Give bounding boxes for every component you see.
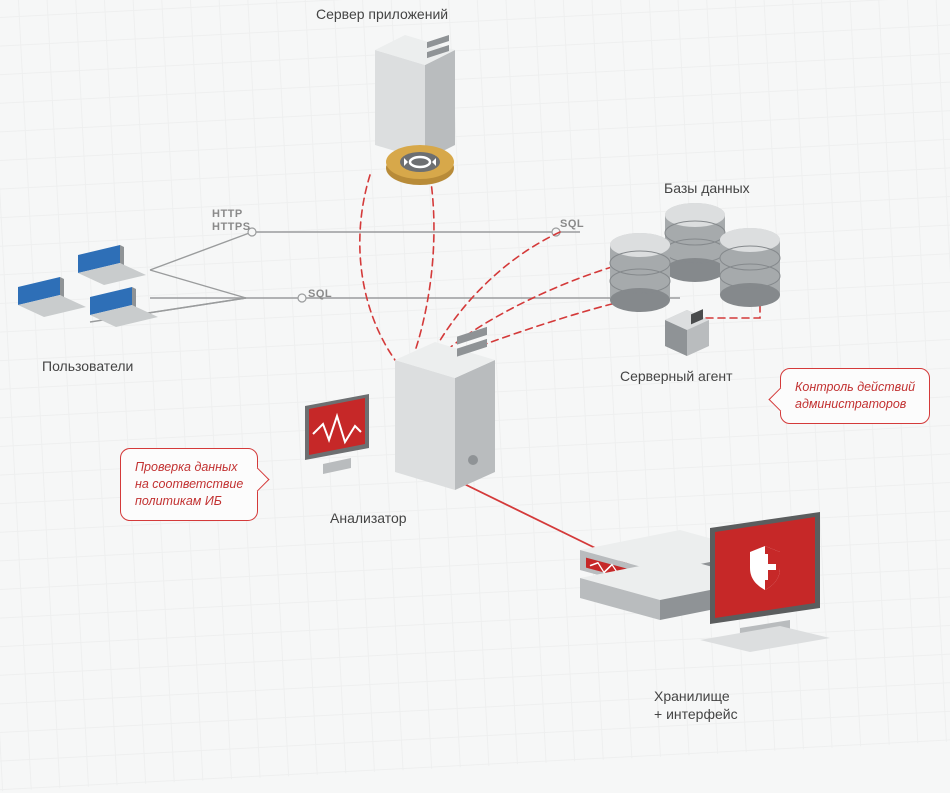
label-storage-1: Хранилище xyxy=(654,688,730,704)
app-server-icon xyxy=(375,35,455,185)
label-app-server: Сервер приложений xyxy=(316,6,448,22)
users-laptops-icon xyxy=(18,245,158,327)
label-users: Пользователи xyxy=(42,358,133,374)
analyzer-icon xyxy=(305,327,495,490)
nodes-layer xyxy=(0,0,950,730)
callout-admin-control: Контроль действий администраторов xyxy=(780,368,930,424)
protocol-sql-right: SQL xyxy=(560,218,584,231)
label-databases: Базы данных xyxy=(664,180,750,196)
label-storage-2: + интерфейс xyxy=(654,706,738,722)
label-analyzer: Анализатор xyxy=(330,510,407,526)
protocol-sql-left: SQL xyxy=(308,288,332,301)
server-agent-icon xyxy=(665,309,709,356)
callout-policy-check: Проверка данных на соответствие политика… xyxy=(120,448,258,521)
storage-icon xyxy=(580,512,830,652)
databases-icon xyxy=(610,203,780,312)
label-server-agent: Серверный агент xyxy=(620,368,733,384)
protocol-http: HTTP HTTPS xyxy=(212,208,251,233)
